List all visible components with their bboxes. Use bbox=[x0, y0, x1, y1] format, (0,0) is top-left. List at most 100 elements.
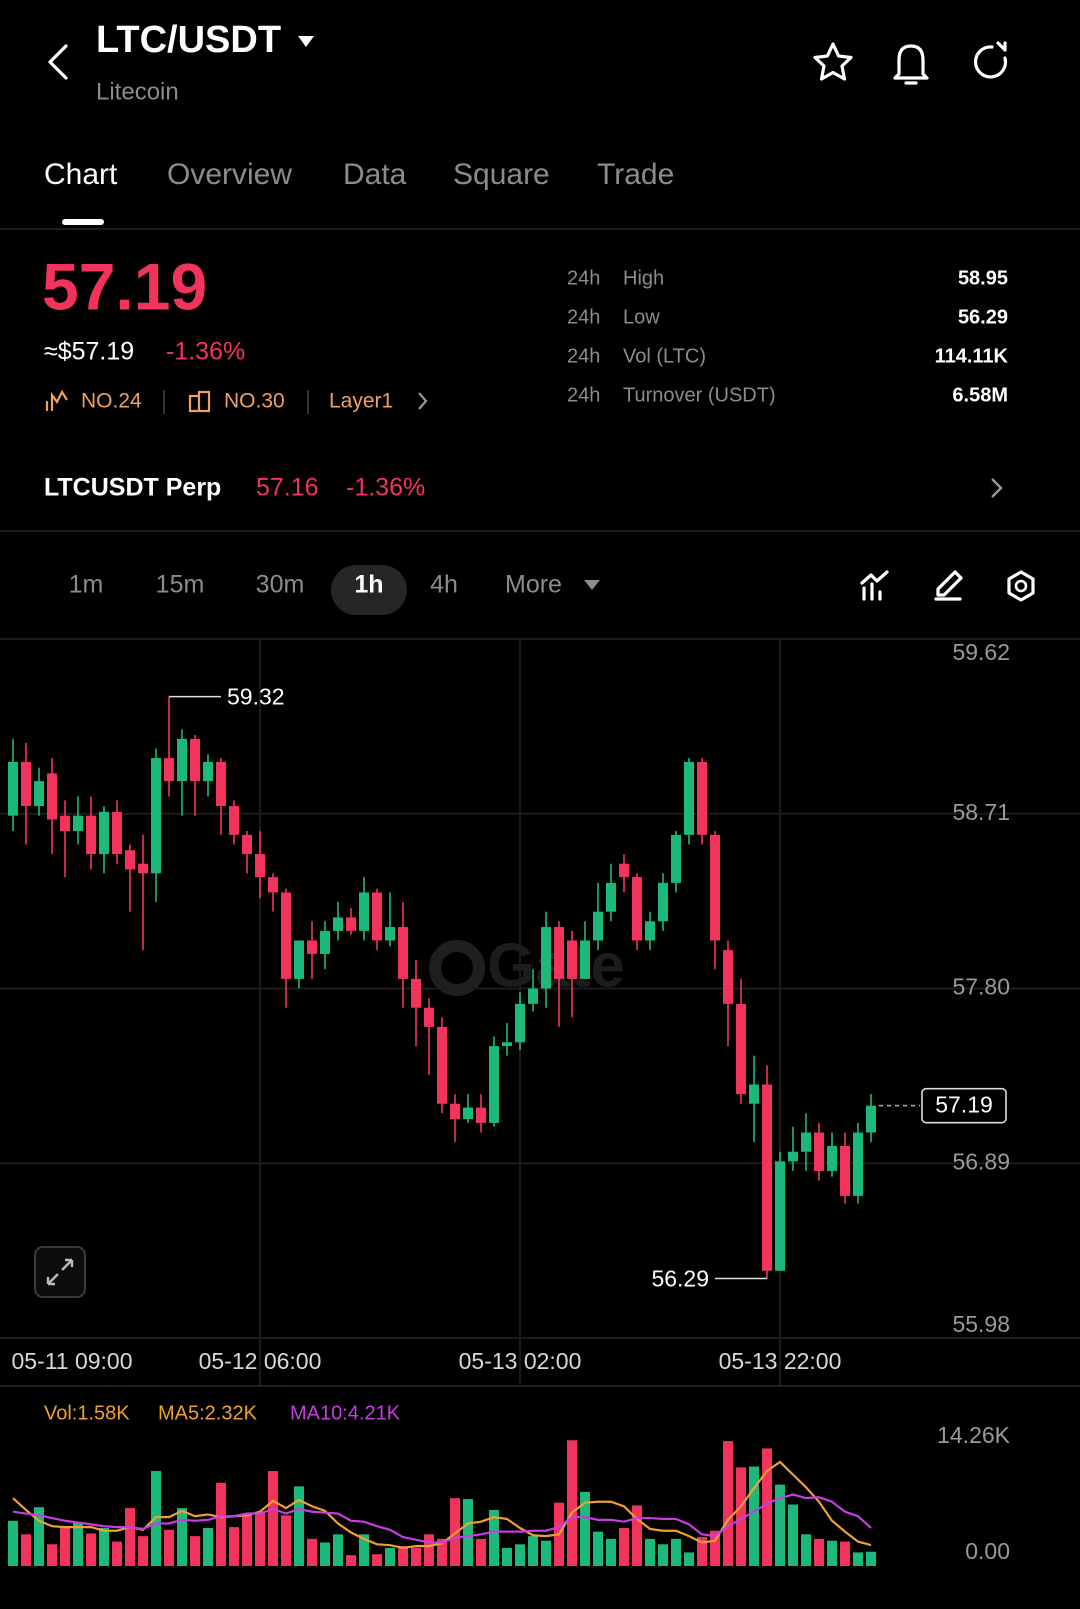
candle-body bbox=[788, 1151, 798, 1162]
volume-bar bbox=[125, 1508, 135, 1566]
volume-bar bbox=[697, 1537, 707, 1566]
candle-body bbox=[177, 738, 187, 782]
candle-body bbox=[515, 1003, 525, 1043]
candle-body bbox=[151, 758, 161, 874]
candle-body bbox=[580, 940, 590, 979]
interval-more[interactable]: More bbox=[505, 571, 562, 599]
y-tick-label: 55.98 bbox=[952, 1311, 1010, 1337]
candle-body bbox=[489, 1046, 499, 1123]
candle-body bbox=[411, 978, 421, 1008]
candle-body bbox=[203, 761, 213, 782]
volume-bar bbox=[489, 1509, 499, 1566]
volume-bar bbox=[476, 1538, 486, 1566]
volume-bar bbox=[502, 1547, 512, 1566]
interval[interactable]: 1h bbox=[354, 571, 383, 599]
candle-body bbox=[593, 911, 603, 941]
tab[interactable]: Square bbox=[453, 158, 550, 191]
indicator-button[interactable] bbox=[860, 570, 889, 601]
ma-legend: MA10:4.21K bbox=[290, 1402, 401, 1424]
volume-bar bbox=[619, 1528, 629, 1566]
candle-body bbox=[814, 1132, 824, 1171]
favorite-button[interactable] bbox=[813, 42, 853, 81]
volume-bar bbox=[86, 1533, 96, 1566]
candle-body bbox=[281, 892, 291, 979]
candle-body bbox=[801, 1132, 811, 1152]
volume-bar bbox=[190, 1536, 200, 1566]
interval[interactable]: 1m bbox=[69, 571, 104, 599]
volume-bar bbox=[814, 1538, 824, 1566]
volume-bar bbox=[333, 1534, 343, 1566]
volume-bar bbox=[216, 1482, 226, 1566]
candle-body bbox=[697, 761, 707, 835]
last-price: 57.19 bbox=[42, 249, 207, 323]
tab[interactable]: Trade bbox=[597, 158, 674, 191]
back-button[interactable] bbox=[48, 44, 68, 80]
candle-body bbox=[34, 781, 44, 807]
volume-bar bbox=[567, 1440, 577, 1566]
price-chart: 05-11 09:00 05-12 06:00 05-13 02:00 05-13 2… bbox=[0, 638, 1080, 1566]
stat-period: 24h bbox=[567, 267, 600, 289]
price-change: -1.36% bbox=[166, 338, 245, 366]
current-price-box bbox=[921, 1087, 1007, 1124]
volume-bar bbox=[632, 1505, 642, 1566]
volume-bar bbox=[684, 1552, 694, 1566]
interval[interactable]: 4h bbox=[430, 571, 458, 599]
volume-legend: Vol:1.58K bbox=[44, 1402, 130, 1424]
tab[interactable]: Chart bbox=[44, 158, 118, 191]
pair-title[interactable]: LTC/USDT bbox=[96, 19, 281, 61]
watermark-logo bbox=[429, 940, 485, 996]
candle-body bbox=[112, 811, 122, 855]
volume-bar bbox=[164, 1529, 174, 1566]
pair-dropdown[interactable] bbox=[298, 36, 314, 47]
max-annotation: 59.32 bbox=[227, 684, 285, 710]
stat-label: High bbox=[623, 267, 664, 289]
tag[interactable]: NO.24 bbox=[81, 390, 142, 413]
share-button[interactable] bbox=[973, 41, 1008, 79]
volume-bar bbox=[710, 1530, 720, 1566]
volume-bar bbox=[112, 1541, 122, 1566]
candle-body bbox=[229, 806, 239, 835]
chevron[interactable] bbox=[991, 478, 1003, 498]
volume-bar bbox=[437, 1538, 447, 1566]
candle-body bbox=[632, 877, 642, 941]
tab[interactable]: Overview bbox=[167, 158, 292, 191]
candle-body bbox=[866, 1105, 876, 1133]
stats: 24h High 58.95 24h Low 56.29 24h Vol (LT… bbox=[567, 267, 1009, 406]
candle-body bbox=[463, 1107, 473, 1120]
volume-bar bbox=[60, 1527, 70, 1566]
volume-bar bbox=[8, 1520, 18, 1566]
candle-body bbox=[164, 758, 174, 782]
volume-bar bbox=[736, 1467, 746, 1566]
expand-button[interactable] bbox=[34, 1246, 86, 1298]
stat-period: 24h bbox=[567, 345, 600, 367]
settings-button-dot bbox=[1014, 579, 1028, 593]
draw-button[interactable] bbox=[934, 570, 963, 601]
volume-bar bbox=[580, 1491, 590, 1566]
candle-body bbox=[827, 1145, 837, 1171]
interval[interactable]: 30m bbox=[256, 571, 305, 599]
x-tick-label: 05-13 22:00 bbox=[719, 1348, 842, 1374]
alert-button[interactable] bbox=[893, 44, 929, 85]
expand-icon bbox=[46, 1258, 74, 1286]
perp-name[interactable]: LTCUSDT Perp bbox=[44, 474, 221, 502]
settings-button[interactable] bbox=[1007, 570, 1035, 602]
perp-change: -1.36% bbox=[346, 474, 425, 502]
candle-body bbox=[775, 1161, 785, 1271]
tag[interactable]: NO.30 bbox=[224, 390, 285, 413]
tag[interactable]: Layer1 bbox=[329, 390, 393, 413]
interval-selected-bg bbox=[331, 565, 407, 615]
candle-body bbox=[424, 1007, 434, 1027]
x-tick-label: 05-11 09:00 bbox=[11, 1348, 132, 1374]
interval[interactable]: 15m bbox=[156, 571, 205, 599]
y-tick-label: 57.80 bbox=[952, 974, 1010, 1000]
stat-label: Low bbox=[623, 306, 660, 328]
chevron[interactable] bbox=[418, 392, 428, 410]
candle-body bbox=[684, 761, 694, 835]
volume-bar bbox=[788, 1504, 798, 1566]
stat-label: Turnover (USDT) bbox=[623, 384, 776, 406]
tab[interactable]: Data bbox=[343, 158, 407, 191]
candle-body bbox=[658, 882, 668, 922]
stat-period: 24h bbox=[567, 306, 600, 328]
candle-body bbox=[437, 1026, 447, 1104]
